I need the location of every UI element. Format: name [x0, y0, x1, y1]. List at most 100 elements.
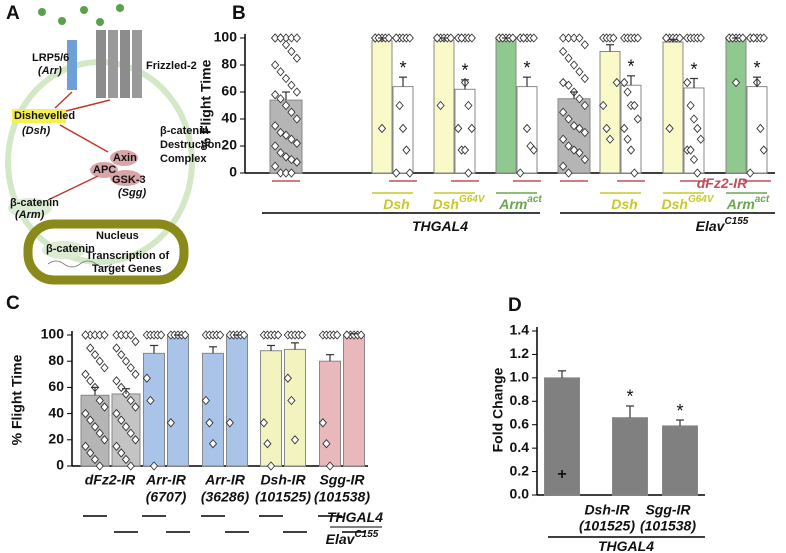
- ligand: [38, 8, 46, 16]
- label-text: Elav: [696, 218, 726, 234]
- y-tick-label: 0.8: [510, 392, 530, 408]
- y-tick-label: 100: [41, 326, 65, 342]
- label-text: THGAL4: [327, 509, 383, 525]
- data-point: [205, 418, 214, 428]
- data-point: [693, 123, 702, 134]
- data-point: [90, 422, 100, 432]
- y-tick-label: 1.4: [510, 322, 530, 338]
- label-text: Dsh: [661, 196, 687, 212]
- y-tick-label: 100: [214, 29, 238, 45]
- data-point: [259, 418, 268, 428]
- data-point: [287, 134, 296, 144]
- data-point: [100, 435, 109, 445]
- data-point: [117, 349, 126, 360]
- label-text: Elav: [326, 531, 356, 547]
- y-axis-label: % Flight Time: [198, 59, 214, 150]
- data-point: [580, 154, 589, 165]
- data-point: [287, 46, 296, 57]
- data-point: [274, 330, 283, 340]
- data-point: [731, 77, 741, 88]
- data-point: [405, 168, 414, 178]
- y-tick-label: 0: [229, 164, 237, 180]
- data-point: [564, 53, 573, 63]
- data-point: [100, 330, 109, 340]
- x-tick-label: (101538): [640, 518, 696, 534]
- lrp-receptor: [67, 40, 77, 90]
- inhibition: [47, 175, 99, 201]
- data-point: [95, 428, 104, 438]
- data-point: [436, 100, 445, 111]
- data-point: [271, 60, 280, 70]
- data-point: [287, 33, 296, 43]
- frizzled-receptor: [132, 30, 142, 98]
- y-tick-label: 80: [48, 352, 64, 368]
- data-point: [759, 145, 768, 155]
- data-point: [131, 435, 140, 445]
- data-point: [271, 161, 280, 171]
- bar: [319, 360, 341, 467]
- data-point: [121, 356, 131, 366]
- data-point: [575, 33, 584, 43]
- data-point: [276, 168, 285, 178]
- data-point: [240, 330, 249, 340]
- panel-label: D: [508, 295, 522, 316]
- data-point: [696, 33, 705, 43]
- y-tick-label: 0.6: [510, 415, 530, 431]
- bar: [746, 86, 768, 174]
- data-point: [121, 422, 131, 432]
- data-point: [564, 80, 573, 90]
- group-label: Arr-IR: [204, 472, 246, 488]
- data-point: [460, 145, 470, 155]
- data-point: [100, 402, 109, 412]
- inhibition: [59, 124, 109, 153]
- data-point: [580, 73, 589, 84]
- data-point: [298, 330, 307, 340]
- label-text: Arm: [498, 196, 527, 212]
- label-superscript: act: [527, 194, 542, 205]
- diagram-label: LRP5/6: [32, 52, 69, 64]
- significance: *: [627, 57, 634, 77]
- data-point: [271, 33, 280, 43]
- data-point: [559, 46, 568, 57]
- data-point: [81, 369, 90, 379]
- group-label: Sgg-IR: [319, 472, 365, 488]
- data-point: [569, 145, 579, 155]
- data-point: [166, 418, 175, 428]
- data-point: [454, 123, 463, 134]
- y-tick-label: 80: [221, 56, 237, 72]
- y-tick-label: 0: [56, 457, 64, 473]
- data-point: [95, 461, 104, 471]
- data-point: [749, 33, 758, 43]
- data-point: [86, 448, 95, 458]
- ligand: [58, 17, 66, 25]
- label-text: Dsh: [611, 196, 637, 212]
- diagram-label: Frizzled-2: [146, 60, 197, 72]
- ligand: [80, 6, 88, 14]
- data-point: [287, 395, 296, 406]
- data-point: [633, 114, 642, 124]
- data-point: [292, 53, 301, 63]
- x-tick-label: (101525): [579, 518, 635, 534]
- data-point: [81, 330, 90, 340]
- y-tick-label: 0.0: [510, 486, 530, 502]
- data-point: [112, 441, 121, 452]
- label-text: THGAL4: [412, 218, 468, 234]
- panel-label: A: [6, 3, 20, 24]
- group-label: ElavC155: [696, 216, 749, 234]
- data-point: [564, 114, 573, 124]
- group-label: (6707): [146, 489, 187, 505]
- diagram-label: (Sgg): [118, 187, 146, 199]
- diagram-label: (Arr): [38, 65, 62, 77]
- data-point: [392, 33, 401, 43]
- group-label: THGAL4: [327, 509, 383, 525]
- group-label: (101525): [255, 489, 311, 505]
- data-point: [612, 77, 621, 88]
- data-point: [564, 141, 573, 151]
- data-point: [630, 168, 639, 178]
- y-tick-label: 0.4: [510, 439, 530, 455]
- data-point: [395, 100, 404, 111]
- data-point: [263, 439, 272, 449]
- group-label: THGAL4: [598, 538, 654, 553]
- diagram-label: Complex: [160, 153, 207, 165]
- label-text: Arm: [726, 196, 755, 212]
